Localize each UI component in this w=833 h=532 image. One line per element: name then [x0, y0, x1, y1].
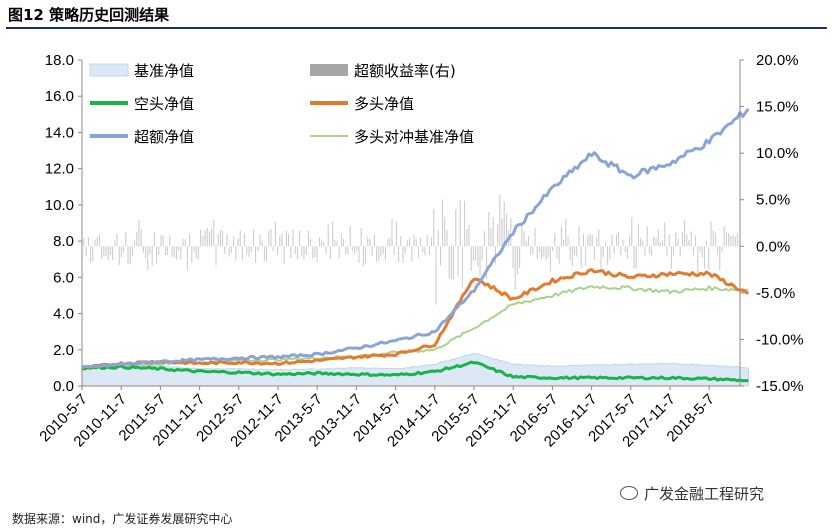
legend-label: 基准净值	[134, 62, 194, 80]
left-tick-label: 12.0	[45, 161, 74, 178]
figure-title: 图12 策略历史回测结果	[8, 6, 170, 24]
watermark-text: 广发金融工程研究	[644, 485, 765, 503]
excess-return-bars	[83, 194, 738, 305]
left-tick-label: 4.0	[53, 306, 74, 323]
left-tick-label: 10.0	[45, 197, 74, 214]
left-tick-label: 0.0	[53, 378, 74, 395]
left-tick-label: 18.0	[45, 52, 74, 69]
excess-line	[81, 107, 750, 369]
short-line	[81, 360, 749, 383]
watermark: 广发金融工程研究	[620, 483, 764, 504]
legend-label: 空头净值	[134, 95, 194, 113]
wechat-icon	[620, 486, 638, 500]
legend-label: 超额净值	[134, 128, 194, 146]
right-tick-label: -5.0%	[756, 285, 795, 302]
right-tick-label: 0.0%	[756, 238, 790, 255]
left-tick-label: 14.0	[45, 124, 74, 141]
legend-swatch	[89, 63, 129, 77]
long-line	[81, 268, 750, 370]
left-tick-label: 2.0	[53, 342, 74, 359]
line-layer	[81, 107, 750, 383]
title-divider	[6, 27, 827, 29]
right-tick-label: 15.0%	[756, 99, 799, 116]
right-tick-label: 5.0%	[756, 192, 790, 209]
legend-swatch	[310, 64, 348, 76]
legend-label: 多头对冲基准净值	[354, 128, 474, 146]
right-tick-label: -10.0%	[756, 331, 804, 348]
left-tick-label: 6.0	[53, 269, 74, 286]
left-tick-label: 16.0	[45, 88, 74, 105]
hedged-long-line	[81, 285, 749, 370]
legend-label: 超额收益率(右)	[354, 62, 456, 80]
left-tick-label: 8.0	[53, 233, 74, 250]
source-note: 数据来源：wind，广发证券发展研究中心	[12, 512, 233, 526]
right-tick-label: 20.0%	[756, 52, 799, 69]
right-tick-label: -15.0%	[756, 378, 804, 395]
legend-label: 多头净值	[354, 95, 414, 113]
right-tick-label: 10.0%	[756, 145, 799, 162]
